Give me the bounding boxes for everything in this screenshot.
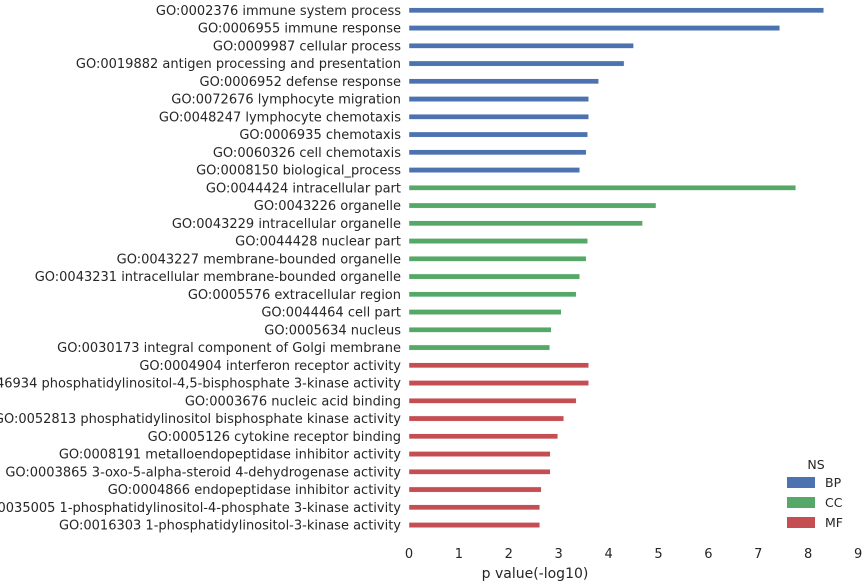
bar-9 bbox=[408, 149, 587, 156]
category-label-24: GO:0052813 phosphatidylinositol bisphosp… bbox=[0, 412, 401, 427]
x-tick-label-2: 2 bbox=[505, 547, 513, 562]
bar-7 bbox=[408, 113, 589, 120]
bar-3 bbox=[408, 43, 634, 49]
category-label-8: GO:0006935 chemotaxis bbox=[239, 128, 401, 143]
bar-22 bbox=[408, 380, 589, 386]
category-label-5: GO:0006952 defense response bbox=[200, 75, 402, 90]
x-axis-title: p value(-log10) bbox=[482, 566, 589, 582]
category-label-12: GO:0043226 organelle bbox=[254, 199, 401, 214]
x-tick-label-9: 9 bbox=[854, 547, 862, 562]
category-label-25: GO:0005126 cytokine receptor binding bbox=[148, 430, 401, 445]
category-label-15: GO:0043227 membrane-bounded organelle bbox=[117, 252, 401, 267]
bar-26 bbox=[408, 451, 551, 457]
category-label-30: GO:0016303 1-phosphatidylinositol-3-kina… bbox=[59, 519, 401, 534]
bar-10 bbox=[408, 167, 580, 173]
category-label-14: GO:0044428 nuclear part bbox=[235, 235, 401, 250]
bar-8 bbox=[408, 131, 588, 138]
bar-6 bbox=[408, 96, 589, 102]
x-tick-label-7: 7 bbox=[754, 547, 762, 562]
bar-17 bbox=[408, 291, 577, 298]
category-label-19: GO:0005634 nucleus bbox=[264, 323, 401, 338]
bars-group bbox=[408, 7, 824, 528]
x-tick-label-1: 1 bbox=[455, 547, 463, 562]
category-labels-group: GO:0002376 immune system process GO:00069… bbox=[0, 4, 401, 534]
bar-18 bbox=[408, 309, 562, 315]
category-label-16: GO:0043231 intracellular membrane-bounde… bbox=[35, 270, 401, 285]
bar-25 bbox=[408, 433, 558, 440]
x-tick-label-4: 4 bbox=[604, 547, 612, 562]
bar-1 bbox=[408, 7, 824, 14]
x-tick-label-0: 0 bbox=[405, 547, 413, 562]
legend-swatch-bp bbox=[787, 477, 815, 488]
category-label-26: GO:0008191 metalloendopeptidase inhibito… bbox=[59, 448, 401, 463]
legend-swatch-cc bbox=[787, 497, 815, 508]
bar-5 bbox=[408, 78, 599, 85]
category-label-9: GO:0060326 cell chemotaxis bbox=[213, 146, 401, 161]
bar-23 bbox=[408, 398, 577, 404]
bar-13 bbox=[408, 220, 643, 227]
bar-27 bbox=[408, 469, 551, 475]
category-label-6: GO:0072676 lymphocyte migration bbox=[171, 93, 401, 108]
x-tick-label-8: 8 bbox=[804, 547, 812, 562]
category-label-21: GO:0004904 interferon receptor activity bbox=[139, 359, 401, 374]
category-label-17: GO:0005576 extracellular region bbox=[188, 288, 401, 303]
category-label-18: GO:0044464 cell part bbox=[261, 306, 401, 321]
bar-20 bbox=[408, 344, 550, 351]
bar-21 bbox=[408, 362, 589, 369]
x-tick-label-3: 3 bbox=[555, 547, 563, 562]
legend-label-bp: BP bbox=[825, 475, 842, 490]
legend-label-cc: CC bbox=[825, 495, 843, 510]
bar-11 bbox=[408, 184, 796, 191]
bar-24 bbox=[408, 415, 564, 422]
category-label-1: GO:0002376 immune system process bbox=[156, 4, 401, 19]
bar-19 bbox=[408, 327, 552, 333]
legend-swatch-mf bbox=[787, 517, 815, 528]
category-label-29: GO:0035005 1-phosphatidylinositol-4-phos… bbox=[0, 501, 401, 516]
category-label-13: GO:0043229 intracellular organelle bbox=[172, 217, 401, 232]
bar-30 bbox=[408, 522, 540, 528]
category-label-22: GO:0046934 phosphatidylinositol-4,5-bisp… bbox=[0, 377, 401, 392]
category-label-7: GO:0048247 lymphocyte chemotaxis bbox=[159, 110, 401, 125]
bar-14 bbox=[408, 238, 588, 244]
category-label-23: GO:0003676 nucleic acid binding bbox=[185, 394, 401, 409]
bar-15 bbox=[408, 256, 587, 262]
category-label-11: GO:0044424 intracellular part bbox=[206, 181, 401, 196]
category-label-2: GO:0006955 immune response bbox=[198, 22, 401, 37]
x-tick-label-6: 6 bbox=[704, 547, 712, 562]
category-label-3: GO:0009987 cellular process bbox=[213, 39, 401, 54]
legend: NS BP CC MF bbox=[787, 457, 843, 530]
bar-4 bbox=[408, 60, 625, 67]
category-label-28: GO:0004866 endopeptidase inhibitor activ… bbox=[108, 483, 402, 498]
bar-16 bbox=[408, 273, 580, 280]
category-label-20: GO:0030173 integral component of Golgi m… bbox=[57, 341, 401, 356]
bar-12 bbox=[408, 202, 657, 209]
category-label-27: GO:0003865 3-oxo-5-alpha-steroid 4-dehyd… bbox=[5, 465, 401, 480]
legend-title: NS bbox=[807, 457, 824, 472]
x-tick-labels-group: 0 1 2 3 4 5 6 7 8 9 bbox=[405, 547, 862, 562]
bar-2 bbox=[408, 25, 780, 31]
legend-label-mf: MF bbox=[825, 515, 843, 530]
category-label-10: GO:0008150 biological_process bbox=[196, 164, 401, 179]
category-label-4: GO:0019882 antigen processing and presen… bbox=[76, 57, 401, 72]
x-tick-label-5: 5 bbox=[654, 547, 662, 562]
bar-29 bbox=[408, 504, 540, 511]
bar-28 bbox=[408, 486, 542, 493]
